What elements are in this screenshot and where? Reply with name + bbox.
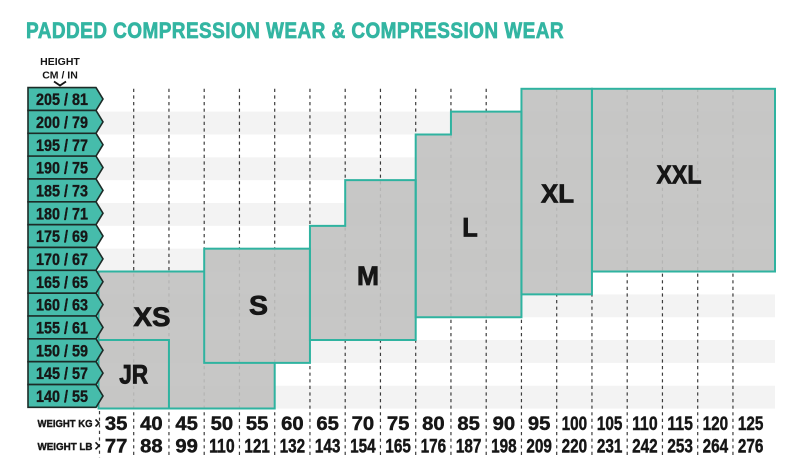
svg-text:198: 198 <box>491 437 517 458</box>
svg-text:145 / 57: 145 / 57 <box>36 364 88 383</box>
svg-text:209: 209 <box>526 437 552 458</box>
svg-text:231: 231 <box>597 437 623 458</box>
svg-text:242: 242 <box>632 437 658 458</box>
svg-text:55: 55 <box>246 414 269 435</box>
svg-text:155 / 61: 155 / 61 <box>36 319 88 338</box>
svg-text:100: 100 <box>562 414 588 435</box>
svg-text:143: 143 <box>315 437 341 458</box>
svg-text:50: 50 <box>211 414 234 435</box>
svg-text:80: 80 <box>422 414 445 435</box>
svg-text:S: S <box>249 291 268 321</box>
svg-text:CM / IN: CM / IN <box>42 70 78 82</box>
svg-text:75: 75 <box>387 414 410 435</box>
svg-text:L: L <box>462 213 478 243</box>
svg-text:105: 105 <box>597 414 623 435</box>
svg-text:120: 120 <box>703 414 729 435</box>
svg-text:XXL: XXL <box>657 160 702 190</box>
svg-text:140 / 55: 140 / 55 <box>36 387 88 406</box>
svg-text:XS: XS <box>134 302 171 332</box>
svg-text:M: M <box>357 261 379 291</box>
svg-text:JR: JR <box>119 360 148 390</box>
svg-text:115: 115 <box>667 414 693 435</box>
svg-text:220: 220 <box>562 437 588 458</box>
svg-text:180 / 71: 180 / 71 <box>36 204 88 223</box>
svg-text:165 / 65: 165 / 65 <box>36 273 88 292</box>
svg-text:HEIGHT: HEIGHT <box>40 56 80 68</box>
svg-text:195 / 77: 195 / 77 <box>36 136 88 155</box>
svg-text:190 / 75: 190 / 75 <box>36 159 88 178</box>
svg-text:110: 110 <box>632 414 658 435</box>
svg-text:70: 70 <box>352 414 375 435</box>
svg-text:88: 88 <box>140 437 163 458</box>
svg-text:205 / 81: 205 / 81 <box>36 90 88 109</box>
svg-text:PADDED COMPRESSION WEAR & COMP: PADDED COMPRESSION WEAR & COMPRESSION WE… <box>26 18 564 43</box>
svg-text:65: 65 <box>316 414 339 435</box>
svg-text:121: 121 <box>244 437 270 458</box>
svg-text:90: 90 <box>493 414 516 435</box>
svg-text:253: 253 <box>667 437 693 458</box>
svg-text:95: 95 <box>528 414 551 435</box>
svg-text:45: 45 <box>175 414 198 435</box>
svg-text:99: 99 <box>175 437 198 458</box>
svg-text:40: 40 <box>140 414 163 435</box>
svg-text:185 / 73: 185 / 73 <box>36 181 88 200</box>
svg-text:150 / 59: 150 / 59 <box>36 341 88 360</box>
svg-text:200 / 79: 200 / 79 <box>36 113 88 132</box>
svg-text:110: 110 <box>209 437 235 458</box>
svg-text:85: 85 <box>457 414 480 435</box>
svg-text:125: 125 <box>738 414 764 435</box>
svg-text:187: 187 <box>456 437 482 458</box>
svg-text:170 / 67: 170 / 67 <box>36 250 88 269</box>
svg-text:WEIGHT KG: WEIGHT KG <box>38 418 93 430</box>
svg-text:160 / 63: 160 / 63 <box>36 296 88 315</box>
svg-text:35: 35 <box>105 414 128 435</box>
svg-text:XL: XL <box>541 179 574 209</box>
svg-text:276: 276 <box>738 437 764 458</box>
svg-text:132: 132 <box>280 437 306 458</box>
svg-text:77: 77 <box>105 437 128 458</box>
svg-text:176: 176 <box>421 437 447 458</box>
svg-text:60: 60 <box>281 414 304 435</box>
svg-text:165: 165 <box>385 437 411 458</box>
svg-text:264: 264 <box>703 437 729 458</box>
svg-text:WEIGHT LB: WEIGHT LB <box>38 441 93 453</box>
svg-text:175 / 69: 175 / 69 <box>36 227 88 246</box>
svg-text:154: 154 <box>350 437 376 458</box>
